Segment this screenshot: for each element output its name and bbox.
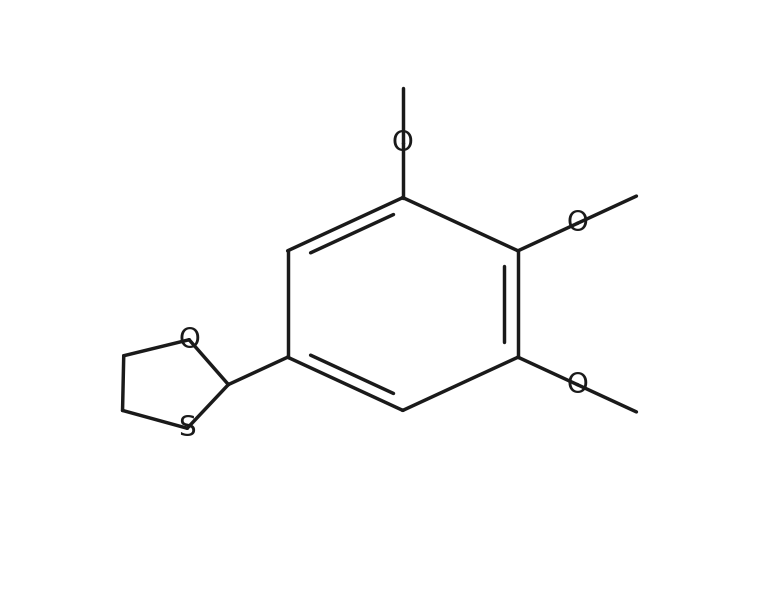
Text: O: O (566, 370, 588, 399)
Text: S: S (179, 414, 196, 442)
Text: O: O (179, 326, 200, 354)
Text: O: O (392, 129, 413, 157)
Text: O: O (566, 209, 588, 238)
